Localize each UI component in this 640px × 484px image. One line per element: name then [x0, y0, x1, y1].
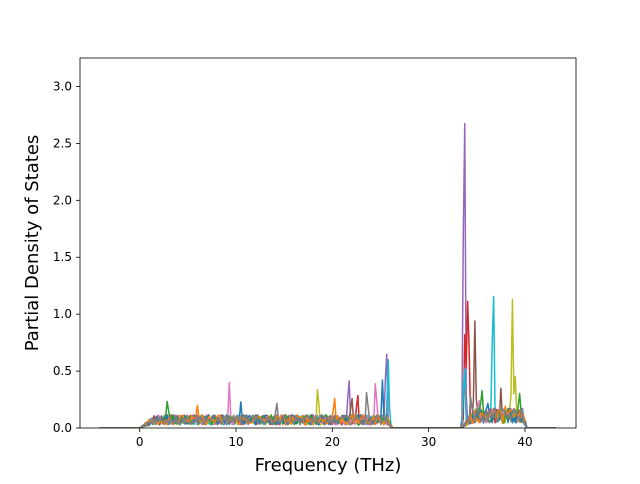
plot-frame	[79, 57, 577, 429]
x-tick-label: 30	[421, 435, 436, 449]
y-axis-label: Partial Density of States	[22, 135, 43, 352]
y-tick-label: 1.5	[53, 250, 72, 264]
x-tick-label: 40	[517, 435, 532, 449]
series-layer	[99, 122, 556, 428]
pdos-series-line	[99, 391, 556, 428]
y-tick-label: 3.0	[53, 79, 72, 93]
x-axis-label: Frequency (THz)	[255, 455, 402, 476]
plot-area	[80, 58, 576, 428]
x-tick-label: 0	[136, 435, 144, 449]
ticks-layer: 0 10 20 30 40 0.0 0.5 1.0 1.5 2.0 2.5 3.0	[53, 79, 533, 449]
y-tick-label: 2.5	[53, 136, 72, 150]
x-tick-label: 10	[228, 435, 243, 449]
y-tick-label: 2.0	[53, 193, 72, 207]
x-tick-label: 20	[325, 435, 340, 449]
y-tick-label: 0.0	[53, 421, 72, 435]
y-tick-label: 0.5	[53, 364, 72, 378]
y-tick-label: 1.0	[53, 307, 72, 321]
